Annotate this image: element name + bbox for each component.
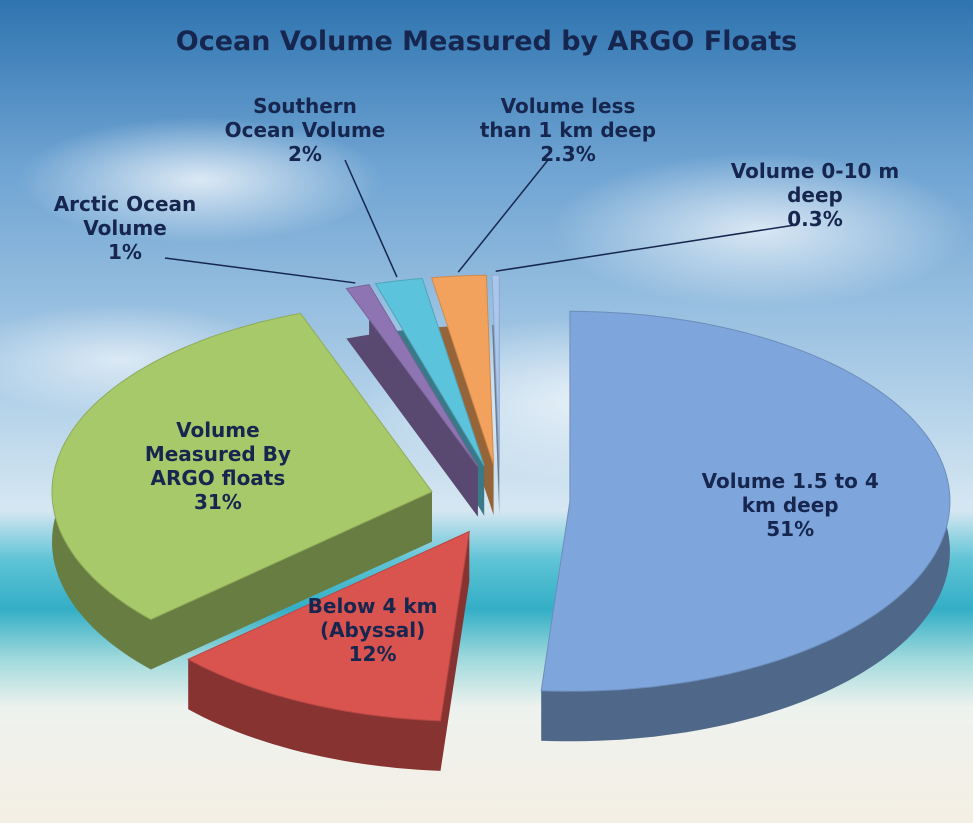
- slice: [51, 312, 433, 621]
- slice-value-label: 12%: [348, 642, 397, 667]
- slice-name: Volume 1.5 to 4 km deep: [701, 469, 879, 518]
- slice: [430, 274, 495, 466]
- slice: [540, 310, 951, 692]
- slice-value-label: 51%: [766, 517, 815, 542]
- slice-label: Volume 0-10 m deep 0.3%: [720, 159, 910, 231]
- slice-label: Volume 1.5 to 4 km deep 51%: [695, 469, 885, 541]
- slice-name: Volume 0-10 m deep: [730, 159, 900, 207]
- leader-line: [495, 224, 796, 272]
- leader-line: [344, 159, 398, 278]
- slice-name: Volume less than 1 km deep: [479, 94, 657, 142]
- chart-title: Ocean Volume Measured by ARGO Floats: [175, 26, 798, 57]
- slice-value-label: 2.3%: [540, 142, 596, 166]
- slice-name: Below 4 km (Abyssal): [307, 594, 438, 643]
- slice-name: Southern Ocean Volume: [224, 94, 386, 142]
- slice-label: Volume less than 1 km deep 2.3%: [473, 94, 663, 166]
- slice-value-label: 2%: [288, 142, 322, 166]
- slice-value-label: 31%: [193, 489, 242, 514]
- slice-value-label: 1%: [108, 240, 142, 264]
- slice-name: Volume Measured By ARGO floats: [144, 417, 291, 490]
- slice-value-label: 0.3%: [787, 207, 843, 231]
- slice: [345, 284, 479, 468]
- slice-name: Arctic Ocean Volume: [53, 192, 197, 240]
- leader-line: [457, 159, 549, 273]
- slice-side: [346, 284, 478, 517]
- slice: [491, 274, 500, 466]
- slice-label: Southern Ocean Volume 2%: [218, 94, 393, 166]
- leader-line: [164, 257, 356, 284]
- slice: [187, 530, 470, 722]
- slice-label: Arctic Ocean Volume 1%: [35, 192, 215, 264]
- slice-label: Volume Measured By ARGO floats 31%: [133, 418, 303, 514]
- slice: [374, 277, 485, 467]
- slice-label: Below 4 km (Abyssal) 12%: [298, 594, 448, 666]
